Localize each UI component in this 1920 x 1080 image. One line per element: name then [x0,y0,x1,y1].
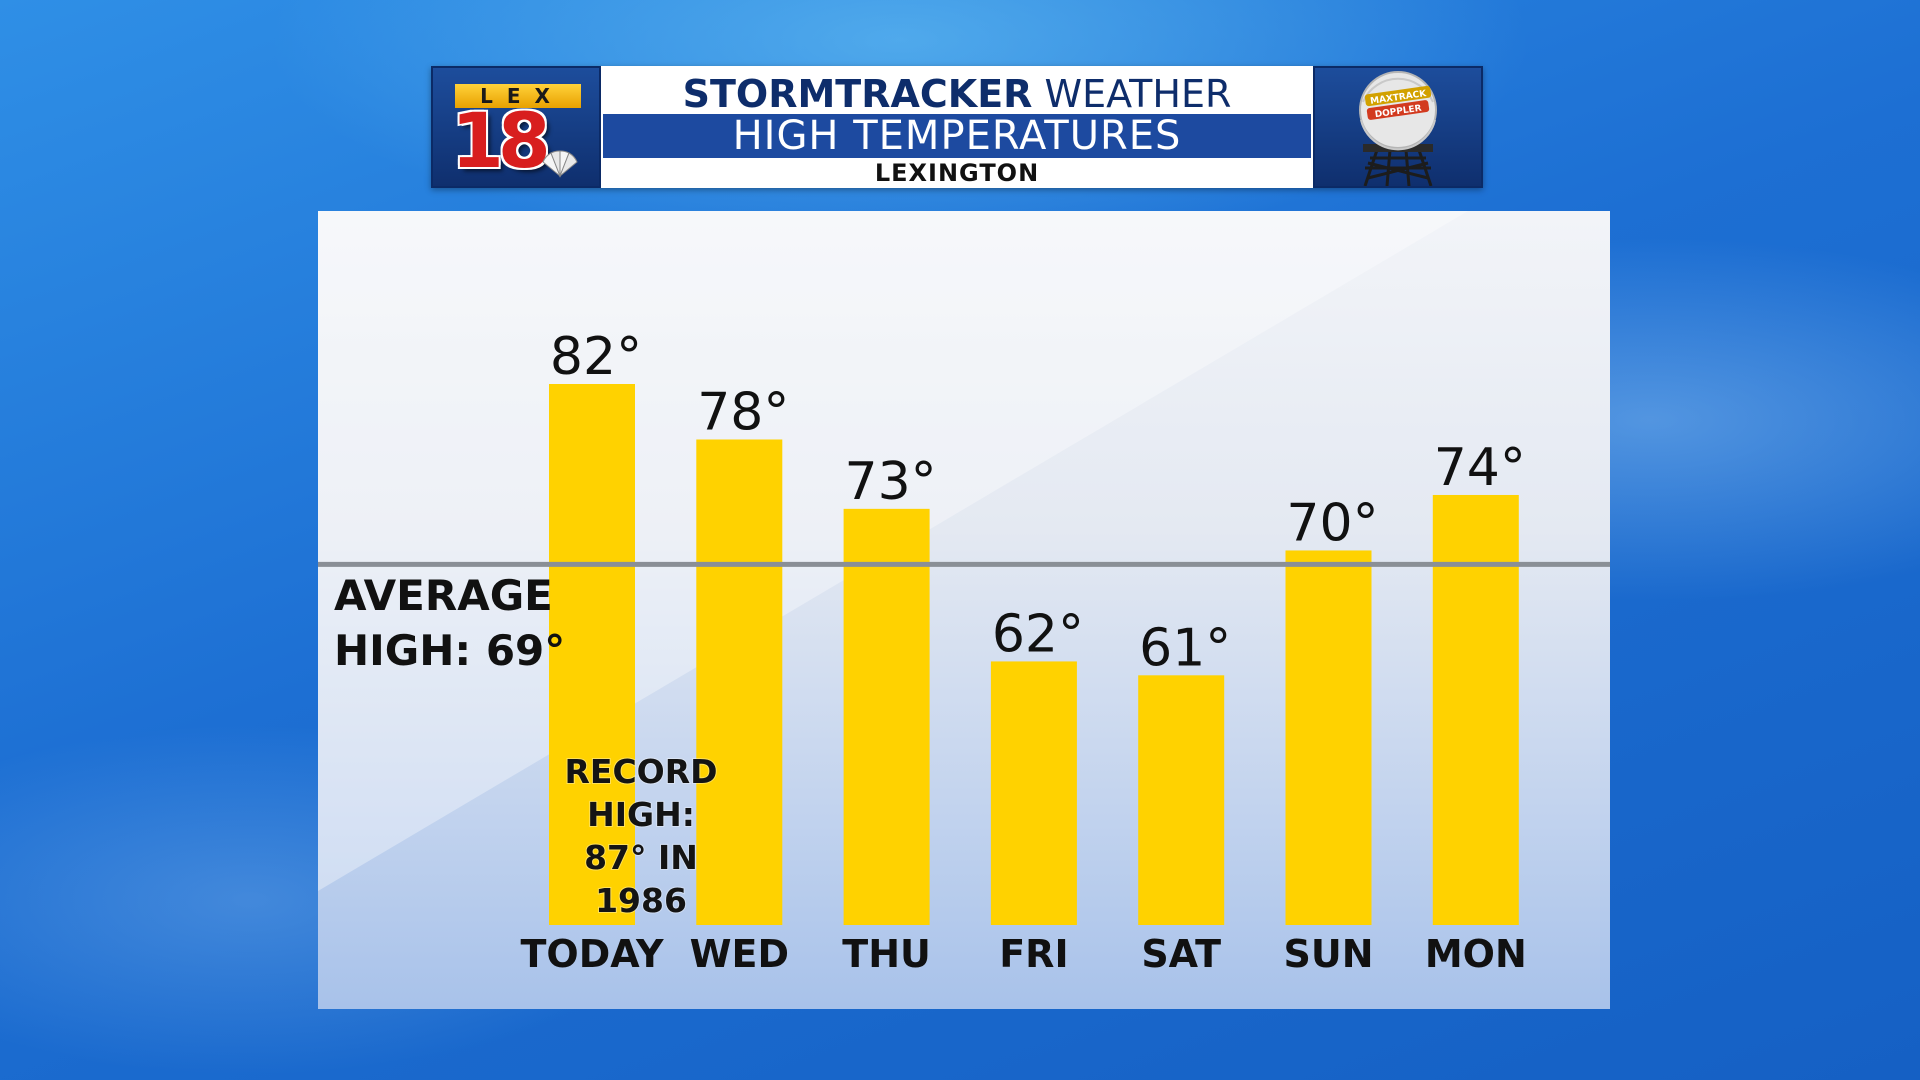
category-label-sat: SAT [1141,932,1221,976]
header-banner: LEX 18 STORMTRACKER WEATHER HIGH TEMPERA… [431,66,1483,188]
bar-sat [1138,675,1225,925]
category-label-wed: WED [690,932,789,976]
bar-sun [1285,550,1372,925]
record-label-line4: 1986 [595,881,687,920]
title-rest: WEATHER [1044,72,1232,116]
value-label-thu: 73° [845,452,937,512]
value-label-today: 82° [550,327,642,387]
category-label-mon: MON [1425,932,1527,976]
title-bold: STORMTRACKER [682,72,1033,116]
station-title: STORMTRACKER WEATHER [603,72,1311,116]
category-label-today: TODAY [520,932,664,976]
average-label-line2: HIGH: 69° [334,626,565,675]
title-area: STORMTRACKER WEATHER HIGH TEMPERATURES L… [603,66,1311,188]
category-label-thu: THU [842,932,931,976]
record-label-line1: RECORD [564,752,717,791]
logo-letters: LEX [455,84,581,108]
bar-fri [990,661,1077,925]
value-label-fri: 62° [992,604,1084,664]
value-label-sun: 70° [1286,493,1378,553]
record-label-line3: 87° IN [584,838,698,877]
bar-today [549,384,635,925]
average-label-line1: AVERAGE [334,571,553,620]
category-label-sun: SUN [1283,932,1373,976]
value-label-sat: 61° [1139,618,1231,678]
value-label-wed: 78° [697,382,789,442]
bar-thu [843,508,930,925]
logo-number: 18 [451,96,551,185]
radar-tower-icon: MAXTRACK DOPPLER [1359,71,1437,186]
chart-panel: 82° TODAY 78° WED 73° THU 62° FRI 61° SAT 70° SUN 74… [318,211,1610,1009]
bar-chart: 82° TODAY 78° WED 73° THU 62° FRI 61° SAT 70° SUN 74… [318,211,1610,976]
value-label-mon: 74° [1434,438,1526,498]
bar-wed [696,439,783,925]
record-label-line2: HIGH: [587,795,695,834]
background-highlight [318,211,1610,891]
doppler-radar-logo: MAXTRACK DOPPLER [1313,66,1483,188]
peacock-icon [542,150,578,178]
lex18-logo: LEX 18 [431,66,601,188]
category-label-fri: FRI [999,932,1068,976]
bar-mon [1432,494,1519,925]
chart-subtitle: HIGH TEMPERATURES [603,114,1311,158]
location-label: LEXINGTON [874,159,1040,187]
